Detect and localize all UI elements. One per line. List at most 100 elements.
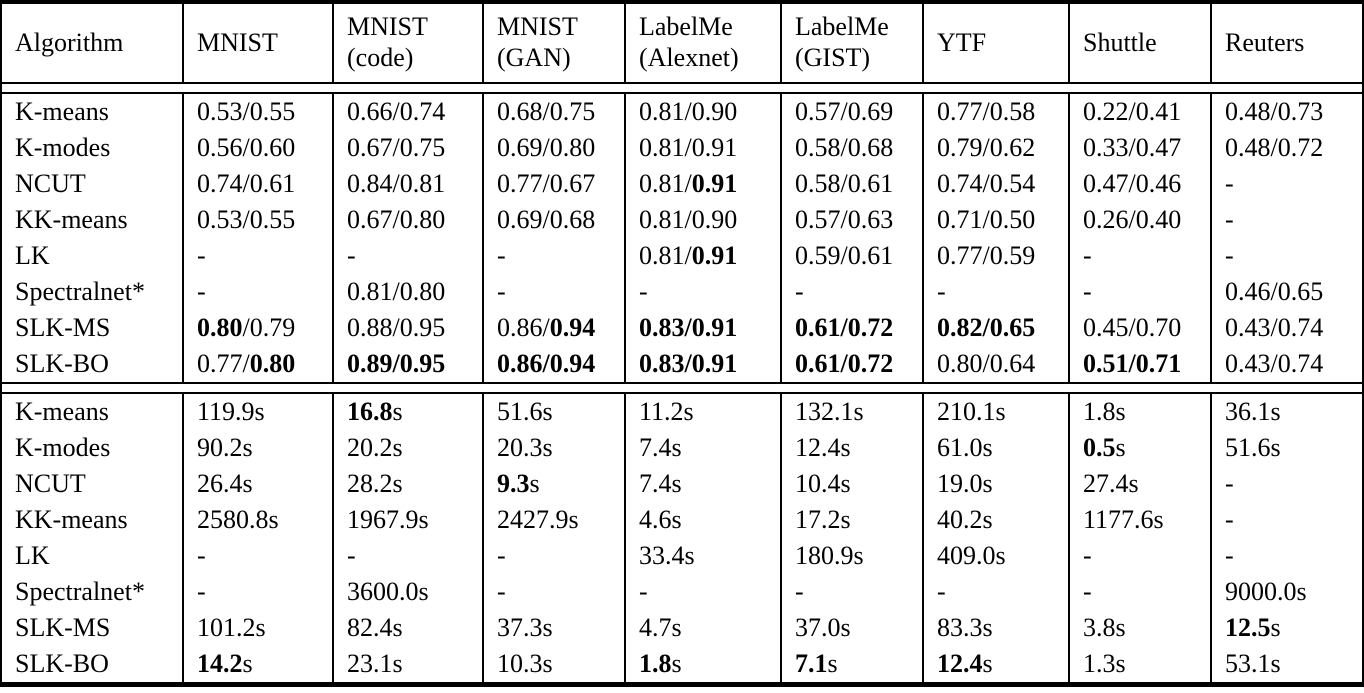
value-cell: 12.4s (922, 646, 1068, 682)
table-row-scores-k-means: K-means 0.53/0.55 0.66/0.74 0.68/0.75 0.81/0… (2, 94, 1362, 130)
value-cell: - (624, 274, 780, 310)
table-row-times-ncut: NCUT 26.4s 28.2s 9.3s 7.4s 10.4s 19.0s 27.4s - (2, 466, 1362, 502)
section-separator-rule (0, 382, 1364, 394)
column-header-mnist: MNIST (182, 4, 332, 82)
value-cell: 1.8s (1068, 394, 1210, 430)
value-cell: 4.6s (624, 502, 780, 538)
value-cell: - (922, 574, 1068, 610)
value-cell: 180.9s (780, 538, 922, 574)
value-cell: 0.51/0.71 (1068, 346, 1210, 382)
value-cell: 26.4s (182, 466, 332, 502)
value-cell: 0.77/0.80 (182, 346, 332, 382)
value-cell: 1.8s (624, 646, 780, 682)
table-row-scores-slk-bo: SLK-BO 0.77/0.80 0.89/0.95 0.86/0.94 0.83/0.… (2, 346, 1362, 382)
value-cell: 0.5s (1068, 430, 1210, 466)
value-cell: 0.58/0.61 (780, 166, 922, 202)
algorithm-cell: LK (15, 541, 50, 570)
value-cell: 3600.0s (332, 574, 482, 610)
value-cell: 0.86/0.94 (482, 310, 624, 346)
value-cell: 0.89/0.95 (332, 346, 482, 382)
value-cell: 0.84/0.81 (332, 166, 482, 202)
column-header-sublabel: (GIST) (795, 43, 871, 72)
value-cell: - (922, 274, 1068, 310)
value-cell: 0.33/0.47 (1068, 130, 1210, 166)
value-cell: 4.7s (624, 610, 780, 646)
value-cell: 0.74/0.54 (922, 166, 1068, 202)
algorithm-cell: K-modes (15, 433, 111, 462)
times-section: K-means 119.9s 16.8s 51.6s 11.2s 132.1s 210.1s… (2, 394, 1362, 682)
value-cell: 0.77/0.58 (922, 94, 1068, 130)
value-cell: 0.43/0.74 (1210, 310, 1364, 346)
value-cell: - (482, 538, 624, 574)
algorithm-cell: LK (15, 241, 50, 270)
value-cell: 9000.0s (1210, 574, 1364, 610)
value-cell: 51.6s (1210, 430, 1364, 466)
table-row-scores-kk-means: KK-means 0.53/0.55 0.67/0.80 0.69/0.68 0.81/… (2, 202, 1362, 238)
table-row-scores-ncut: NCUT 0.74/0.61 0.84/0.81 0.77/0.67 0.81/0.91… (2, 166, 1362, 202)
value-cell: 0.77/0.67 (482, 166, 624, 202)
column-header-labelme-gist: LabelMe (GIST) (780, 4, 922, 82)
algorithm-cell: KK-means (15, 205, 128, 234)
column-header-labelme-alexnet: LabelMe (Alexnet) (624, 4, 780, 82)
column-header-sublabel: (GAN) (497, 43, 571, 72)
value-cell: 12.4s (780, 430, 922, 466)
value-cell: - (1068, 238, 1210, 274)
value-cell: 17.2s (780, 502, 922, 538)
value-cell: - (1068, 574, 1210, 610)
value-cell: - (482, 238, 624, 274)
value-cell: 409.0s (922, 538, 1068, 574)
column-header-label: Shuttle (1083, 27, 1157, 57)
value-cell: 0.68/0.75 (482, 94, 624, 130)
column-header-label: Algorithm (15, 27, 124, 57)
value-cell: - (182, 538, 332, 574)
value-cell: 0.80/0.64 (922, 346, 1068, 382)
value-cell: 210.1s (922, 394, 1068, 430)
table-row-scores-k-modes: K-modes 0.56/0.60 0.67/0.75 0.69/0.80 0.81/0… (2, 130, 1362, 166)
value-cell: 0.83/0.91 (624, 310, 780, 346)
value-cell: 0.57/0.63 (780, 202, 922, 238)
value-cell: 1177.6s (1068, 502, 1210, 538)
value-cell: - (1068, 274, 1210, 310)
value-cell: 0.86/0.94 (482, 346, 624, 382)
value-cell: 0.79/0.62 (922, 130, 1068, 166)
value-cell: 0.81/0.90 (624, 94, 780, 130)
value-cell: - (1068, 538, 1210, 574)
value-cell: 23.1s (332, 646, 482, 682)
value-cell: 0.46/0.65 (1210, 274, 1364, 310)
value-cell: 0.45/0.70 (1068, 310, 1210, 346)
column-header-label: LabelMe (639, 12, 733, 42)
table-row-times-lk: LK - - -33.4s 180.9s 409.0s - - (2, 538, 1362, 574)
value-cell: 0.82/0.65 (922, 310, 1068, 346)
value-cell: - (332, 238, 482, 274)
table-row-times-slk-ms: SLK-MS 101.2s 82.4s 37.3s 4.7s 37.0s 83.3s 3.8s… (2, 610, 1362, 646)
value-cell: - (182, 238, 332, 274)
value-cell: 0.48/0.73 (1210, 94, 1364, 130)
value-cell: - (1210, 502, 1364, 538)
value-cell: 37.0s (780, 610, 922, 646)
table-row-scores-lk: LK - - -0.81/0.91 0.59/0.61 0.77/0.59- - (2, 238, 1362, 274)
value-cell: 0.66/0.74 (332, 94, 482, 130)
value-cell: 20.2s (332, 430, 482, 466)
value-cell: 0.81/0.91 (624, 166, 780, 202)
column-header-label: YTF (937, 27, 987, 57)
value-cell: 0.67/0.80 (332, 202, 482, 238)
value-cell: 0.69/0.80 (482, 130, 624, 166)
table-header-row: Algorithm MNIST MNIST (code) MNIST (GAN) Label… (2, 4, 1362, 82)
value-cell: 2580.8s (182, 502, 332, 538)
value-cell: 0.58/0.68 (780, 130, 922, 166)
value-cell: 0.81/0.91 (624, 238, 780, 274)
value-cell: - (1210, 166, 1364, 202)
column-header-mnist-code: MNIST (code) (332, 4, 482, 82)
value-cell: 0.69/0.68 (482, 202, 624, 238)
value-cell: 1.3s (1068, 646, 1210, 682)
value-cell: 2427.9s (482, 502, 624, 538)
column-header-label: MNIST (197, 27, 278, 57)
top-rule (0, 0, 1364, 4)
value-cell: 28.2s (332, 466, 482, 502)
value-cell: 27.4s (1068, 466, 1210, 502)
column-header-sublabel: (code) (347, 43, 414, 72)
value-cell: - (780, 574, 922, 610)
value-cell: 101.2s (182, 610, 332, 646)
